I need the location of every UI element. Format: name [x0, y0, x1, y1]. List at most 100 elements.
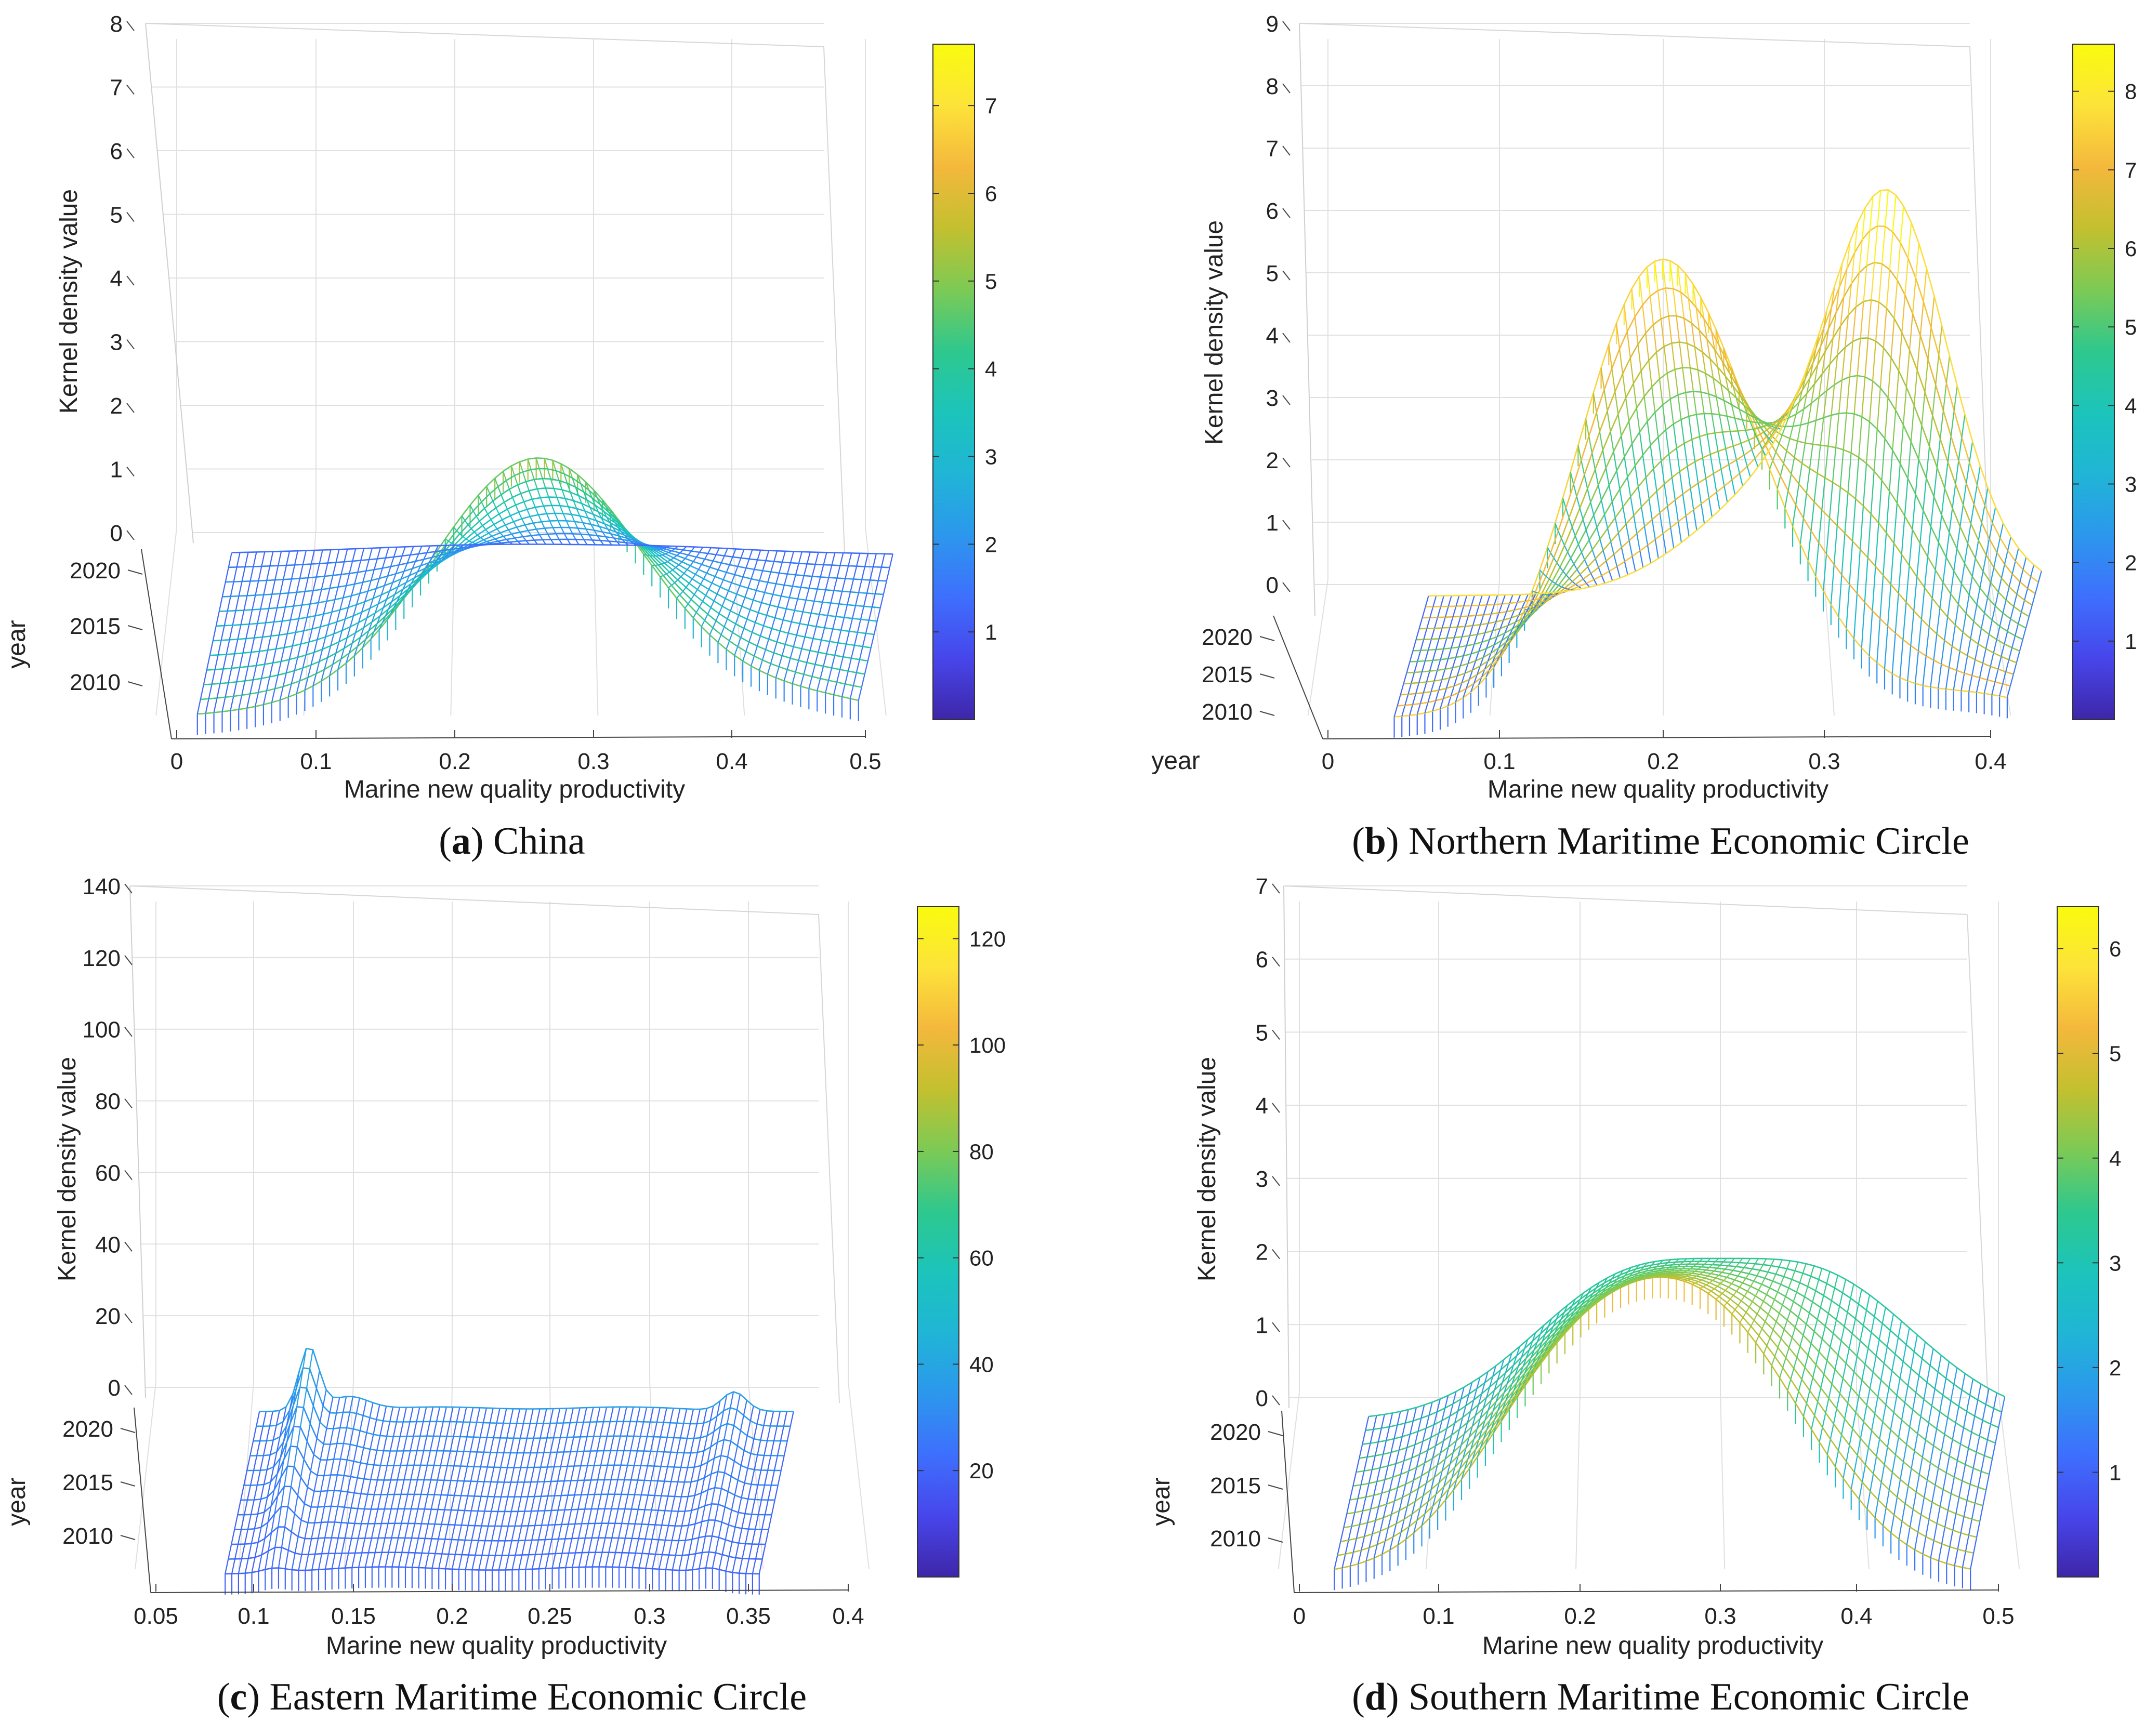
mesh-segment	[786, 562, 792, 574]
mesh-segment	[1393, 706, 1398, 717]
mesh-segment	[1844, 315, 1849, 348]
mesh-segment	[332, 562, 337, 576]
mesh-segment	[701, 1477, 705, 1493]
mesh-segment	[644, 1524, 649, 1540]
mesh-segment	[1990, 653, 1994, 667]
mesh-segment	[1472, 615, 1477, 626]
mesh-segment	[1853, 222, 1859, 253]
mesh-segment	[1689, 367, 1694, 392]
box-edge	[145, 23, 194, 544]
mesh-segment	[577, 474, 582, 484]
mesh-segment	[1890, 543, 1895, 585]
mesh-segment	[289, 606, 294, 620]
mesh-segment	[2001, 564, 2005, 578]
mesh-segment	[1843, 413, 1847, 450]
mesh-segment	[1846, 242, 1851, 270]
mesh-segment	[1397, 1532, 1402, 1545]
mesh-segment	[519, 532, 524, 537]
mesh-segment	[1933, 1523, 1938, 1541]
mesh-segment	[856, 659, 860, 673]
mesh-segment	[1920, 587, 1926, 619]
year-axis-label: year	[1148, 1477, 1175, 1526]
mesh-segment	[1921, 392, 1926, 426]
mesh-segment	[665, 1555, 669, 1570]
mesh-segment	[1680, 419, 1685, 444]
mesh-segment	[278, 1547, 283, 1568]
mesh-segment	[544, 1496, 549, 1511]
mesh-segment	[1435, 1482, 1440, 1495]
mesh-segment	[1491, 1390, 1495, 1401]
mesh-segment	[324, 1522, 329, 1538]
mesh-segment	[695, 1538, 700, 1554]
mesh-segment	[637, 1494, 642, 1510]
mesh-segment	[1955, 460, 1959, 484]
mesh-segment	[253, 665, 257, 680]
mesh-segment	[1794, 1317, 1799, 1328]
mesh-segment	[266, 1454, 271, 1470]
mesh-segment	[726, 641, 730, 650]
panel-caption: (b) Northern Maritime Economic Circle	[1352, 820, 1969, 863]
mesh-segment	[756, 580, 760, 591]
mesh-segment	[591, 1523, 596, 1539]
mesh-segment	[820, 666, 824, 679]
mesh-segment	[493, 1452, 498, 1468]
mesh-segment	[1376, 1531, 1381, 1545]
mesh-segment	[300, 1459, 305, 1478]
mesh-segment	[228, 668, 232, 683]
mesh-segment	[272, 648, 277, 664]
mesh-segment	[1503, 611, 1507, 620]
mesh-segment	[727, 611, 731, 619]
mesh-segment	[1815, 1279, 1820, 1291]
mesh-segment	[1764, 431, 1768, 436]
mesh-segment	[1725, 376, 1729, 391]
mesh-segment	[568, 1538, 573, 1554]
mesh-segment	[1400, 1519, 1405, 1532]
mesh-segment	[1495, 1392, 1500, 1402]
mesh-segment	[1573, 563, 1578, 570]
mesh-segment	[501, 1541, 506, 1556]
mesh-segment	[465, 1555, 469, 1570]
mesh-segment	[1806, 1390, 1810, 1404]
mesh-segment	[256, 1470, 261, 1486]
mesh-segment	[726, 564, 730, 573]
z-tick-label: 3	[1266, 386, 1279, 411]
x-axis	[150, 1589, 849, 1593]
mesh-segment	[751, 1499, 756, 1515]
mesh-segment	[317, 1491, 322, 1507]
mesh-segment	[1952, 484, 1956, 508]
mesh-segment	[1756, 1307, 1761, 1315]
mesh-segment	[1785, 1288, 1789, 1297]
mesh-segment	[351, 1553, 356, 1568]
mesh-segment	[309, 1406, 314, 1424]
mesh-segment	[1669, 399, 1674, 425]
mesh-segment	[767, 1485, 772, 1500]
mesh-segment	[677, 1496, 682, 1512]
mesh-segment	[547, 1452, 551, 1467]
mesh-segment	[1896, 1378, 1901, 1396]
mesh-segment	[2016, 651, 2020, 663]
mesh-segment	[1403, 672, 1407, 684]
mesh-segment	[1415, 628, 1420, 640]
mesh-segment	[1662, 259, 1666, 288]
mesh-segment	[567, 1451, 571, 1467]
mesh-segment	[2030, 564, 2035, 577]
mesh-segment	[834, 642, 839, 656]
mesh-segment	[336, 609, 341, 622]
mesh-segment	[2013, 594, 2018, 607]
mesh-segment	[438, 1524, 442, 1540]
z-tick	[124, 1027, 133, 1037]
mesh-segment	[469, 1407, 474, 1423]
mesh-segment	[1416, 703, 1421, 715]
mesh-segment	[1783, 1268, 1788, 1277]
mesh-segment	[361, 1508, 365, 1524]
mesh-segment	[304, 577, 309, 592]
mesh-segment	[500, 1452, 505, 1468]
mesh-segment	[356, 593, 361, 605]
mesh-segment	[1502, 1372, 1506, 1383]
mesh-segment	[294, 1495, 298, 1514]
mesh-segment	[1337, 1541, 1341, 1556]
mesh-segment	[820, 564, 824, 577]
mesh-segment	[1571, 527, 1576, 536]
mesh-segment	[661, 1510, 666, 1526]
mesh-segment	[1674, 500, 1679, 522]
